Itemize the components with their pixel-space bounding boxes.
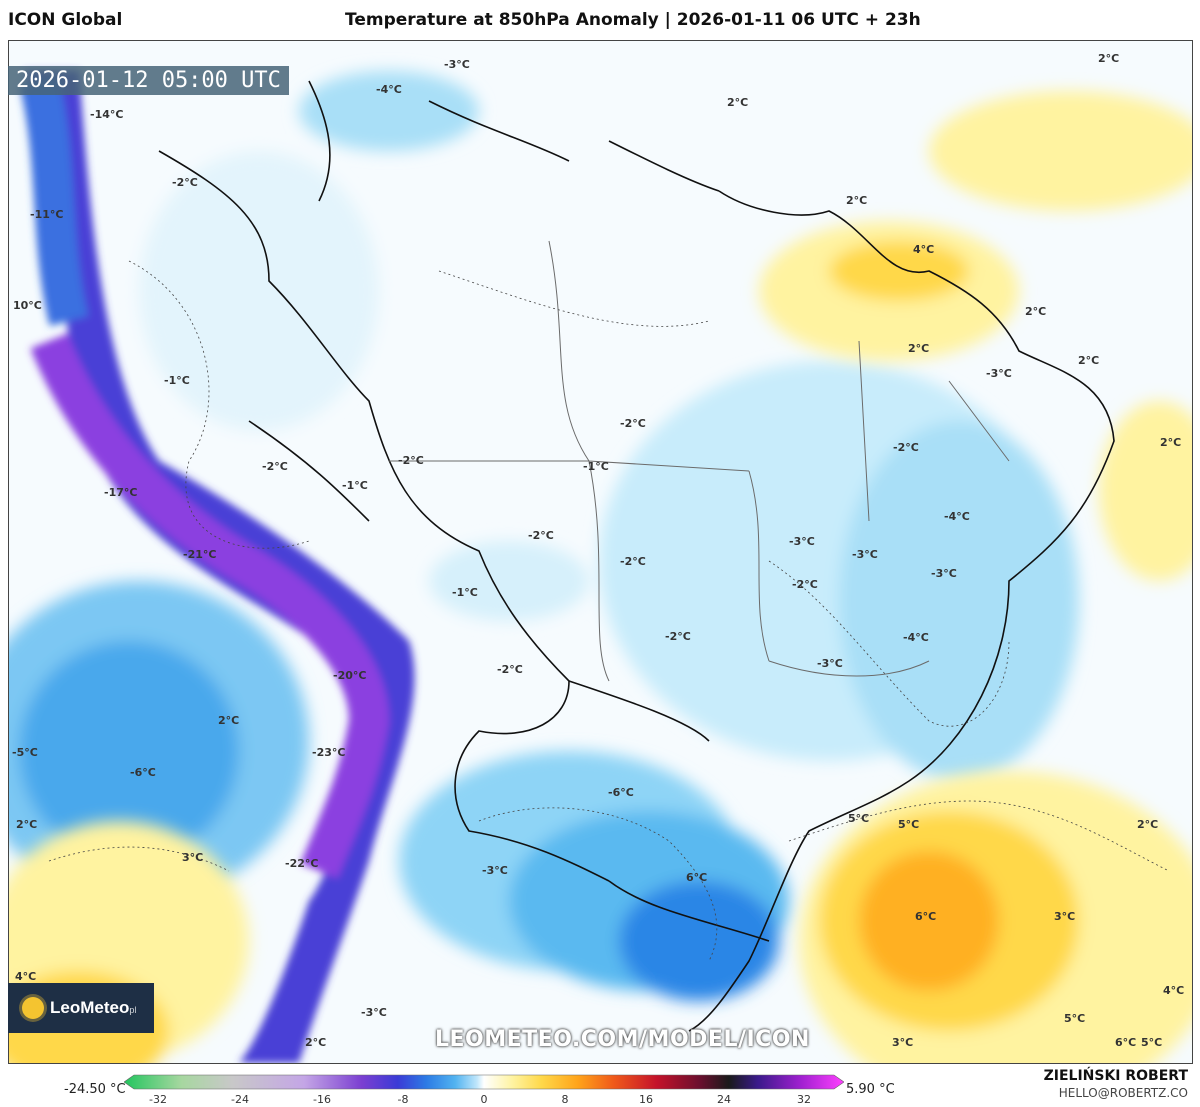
logo-text: LeoMeteopl — [50, 998, 137, 1017]
legend-min: -24.50 °C — [64, 1082, 126, 1097]
legend-tick: 32 — [797, 1093, 811, 1106]
contour-label: -4°C — [903, 631, 929, 644]
contour-label: 5°C — [898, 818, 920, 831]
contour-label: -21°C — [183, 548, 217, 561]
source-watermark[interactable]: LEOMETEO.COM/MODEL/ICON — [435, 1027, 810, 1052]
contour-label: 2°C — [1025, 305, 1047, 318]
valid-time: 2026-01-12 05:00 UTC — [8, 66, 289, 95]
contour-label: -3°C — [931, 567, 957, 580]
contour-label: 6°C — [915, 910, 937, 923]
contour-label: -2°C — [893, 441, 919, 454]
contour-label: -2°C — [620, 555, 646, 568]
contour-label: -1°C — [452, 586, 478, 599]
contour-label: 6°C — [1115, 1036, 1137, 1049]
contour-label: 5°C — [848, 812, 870, 825]
contour-label: -3°C — [482, 864, 508, 877]
color-legend: -24.50 °C — [0, 1068, 1200, 1107]
contour-label: 4°C — [1163, 984, 1185, 997]
contour-label: 2°C — [1098, 52, 1120, 65]
map-title: Temperature at 850hPa Anomaly | 2026-01-… — [345, 10, 921, 30]
contour-label: 4°C — [15, 970, 37, 983]
legend-tick: 0 — [480, 1093, 488, 1106]
legend-max: 5.90 °C — [846, 1082, 895, 1097]
contour-label: -6°C — [608, 786, 634, 799]
sun-icon — [22, 997, 44, 1019]
model-name: ICON Global — [8, 10, 123, 30]
legend-tick: -8 — [397, 1093, 409, 1106]
contour-label: 3°C — [1054, 910, 1076, 923]
contour-label: -1°C — [164, 374, 190, 387]
country-borders — [158, 80, 1115, 1032]
contour-label: -2°C — [792, 578, 818, 591]
contour-label: 3°C — [182, 851, 204, 864]
legend-tick: -16 — [313, 1093, 331, 1106]
contour-label: 2°C — [218, 714, 240, 727]
legend-tick: 16 — [639, 1093, 653, 1106]
contour-label: 2°C — [727, 96, 749, 109]
contour-label: -2°C — [398, 454, 424, 467]
weather-map — [8, 40, 1193, 1064]
contour-label: -4°C — [944, 510, 970, 523]
contour-label: -2°C — [172, 176, 198, 189]
contour-label: -4°C — [376, 83, 402, 96]
contour-label: 2°C — [1160, 436, 1182, 449]
contour-label: -2°C — [497, 663, 523, 676]
map-canvas — [9, 41, 1192, 1063]
author-name: ZIELIŃSKI ROBERT — [1043, 1068, 1188, 1084]
contour-label: 5°C — [1064, 1012, 1086, 1025]
contour-label: -3°C — [986, 367, 1012, 380]
contour-label: -11°C — [30, 208, 64, 221]
contour-label: 2°C — [908, 342, 930, 355]
contour-label: 6°C — [686, 871, 708, 884]
anomaly-contours — [48, 260, 1170, 962]
contour-label: 2°C — [16, 818, 38, 831]
contour-label: 4°C — [913, 243, 935, 256]
contour-label: 10°C — [13, 299, 42, 312]
contour-label: 2°C — [305, 1036, 327, 1049]
state-borders — [389, 240, 1010, 682]
contour-label: -2°C — [262, 460, 288, 473]
cold-anomaly-light — [9, 71, 1079, 1001]
contour-label: 2°C — [846, 194, 868, 207]
legend-tick: -24 — [231, 1093, 249, 1106]
contour-label: -22°C — [285, 857, 319, 870]
contour-label: -3°C — [789, 535, 815, 548]
contour-label: -20°C — [333, 669, 367, 682]
legend-tick: -32 — [149, 1093, 167, 1106]
leometeo-logo[interactable]: LeoMeteopl — [8, 983, 154, 1033]
warm-anomaly — [9, 91, 1192, 1063]
author-email[interactable]: HELLO@ROBERTZ.CO — [1058, 1086, 1188, 1100]
contour-label: -3°C — [852, 548, 878, 561]
contour-label: 5°C — [1141, 1036, 1163, 1049]
contour-label: -1°C — [342, 479, 368, 492]
legend-colorbar — [124, 1074, 844, 1090]
contour-label: 2°C — [1078, 354, 1100, 367]
legend-tick: 24 — [717, 1093, 731, 1106]
contour-label: -2°C — [528, 529, 554, 542]
contour-label: -5°C — [12, 746, 38, 759]
contour-label: -17°C — [104, 486, 138, 499]
contour-label: 2°C — [1137, 818, 1159, 831]
contour-label: -1°C — [583, 460, 609, 473]
contour-label: -14°C — [90, 108, 124, 121]
contour-label: -3°C — [817, 657, 843, 670]
contour-label: -6°C — [130, 766, 156, 779]
contour-label: -2°C — [665, 630, 691, 643]
andes-cold-band — [19, 71, 415, 1063]
legend-tick: 8 — [561, 1093, 569, 1106]
contour-label: 3°C — [892, 1036, 914, 1049]
contour-label: -23°C — [312, 746, 346, 759]
contour-label: -3°C — [444, 58, 470, 71]
contour-label: -3°C — [361, 1006, 387, 1019]
contour-label: -2°C — [620, 417, 646, 430]
author-block: ZIELIŃSKI ROBERT HELLO@ROBERTZ.CO — [1044, 1068, 1188, 1100]
